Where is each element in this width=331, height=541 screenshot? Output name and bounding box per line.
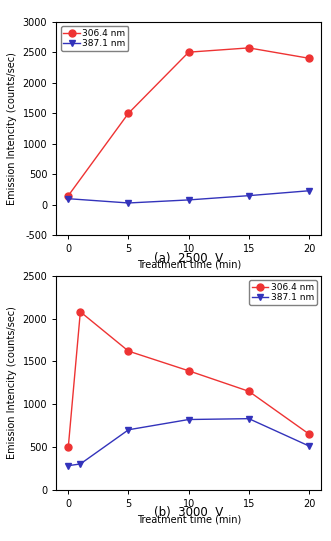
387.1 nm bbox=[187, 197, 191, 203]
387.1 nm bbox=[307, 443, 311, 449]
306.4 nm bbox=[126, 348, 130, 354]
306.4 nm bbox=[66, 444, 70, 450]
X-axis label: Treatment time (min): Treatment time (min) bbox=[137, 260, 241, 270]
387.1 nm bbox=[307, 188, 311, 194]
Line: 306.4 nm: 306.4 nm bbox=[65, 44, 312, 199]
306.4 nm bbox=[247, 388, 251, 394]
Legend: 306.4 nm, 387.1 nm: 306.4 nm, 387.1 nm bbox=[249, 280, 316, 305]
Legend: 306.4 nm, 387.1 nm: 306.4 nm, 387.1 nm bbox=[61, 26, 128, 51]
Y-axis label: Emission Intencity (counts/sec): Emission Intencity (counts/sec) bbox=[7, 306, 17, 459]
387.1 nm bbox=[247, 415, 251, 422]
306.4 nm bbox=[187, 367, 191, 374]
306.4 nm bbox=[78, 308, 82, 315]
387.1 nm bbox=[126, 200, 130, 206]
306.4 nm bbox=[307, 55, 311, 62]
387.1 nm bbox=[66, 463, 70, 469]
X-axis label: Treatment time (min): Treatment time (min) bbox=[137, 514, 241, 524]
306.4 nm bbox=[247, 45, 251, 51]
306.4 nm bbox=[307, 431, 311, 437]
Text: (b)  3000  V: (b) 3000 V bbox=[154, 506, 223, 519]
387.1 nm bbox=[66, 195, 70, 202]
387.1 nm bbox=[126, 426, 130, 433]
306.4 nm bbox=[66, 193, 70, 199]
Line: 306.4 nm: 306.4 nm bbox=[65, 308, 312, 450]
387.1 nm bbox=[187, 416, 191, 423]
387.1 nm bbox=[78, 461, 82, 467]
306.4 nm bbox=[126, 110, 130, 116]
Line: 387.1 nm: 387.1 nm bbox=[65, 187, 312, 207]
Y-axis label: Emission Intencity (counts/sec): Emission Intencity (counts/sec) bbox=[7, 52, 17, 205]
Text: (a)  2500  V: (a) 2500 V bbox=[154, 252, 223, 265]
387.1 nm bbox=[247, 193, 251, 199]
306.4 nm bbox=[187, 49, 191, 55]
Line: 387.1 nm: 387.1 nm bbox=[65, 415, 312, 469]
